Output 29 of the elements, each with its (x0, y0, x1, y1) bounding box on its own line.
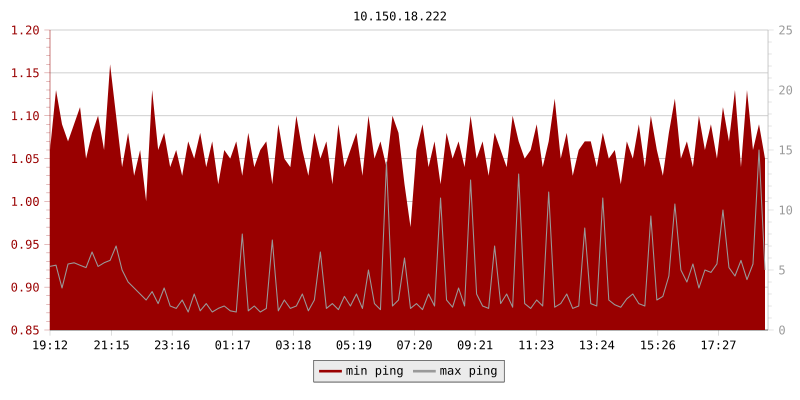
x-tick-label: 19:12 (33, 340, 68, 350)
y-tick-label: 0.85 (11, 325, 39, 335)
y2-tick-label: 0 (779, 325, 785, 335)
x-tick-label: 17:27 (702, 340, 736, 350)
x-tick-label: 13:24 (580, 340, 614, 350)
x-tick-label: 05:19 (336, 340, 372, 350)
chart-title: 10.150.18.222 (354, 11, 446, 21)
x-tick-label: 21:15 (94, 340, 129, 350)
y-tick-label: 0.90 (11, 282, 39, 292)
legend-label: max ping (440, 366, 496, 378)
y2-tick-label: 25 (779, 25, 792, 35)
y-tick-label: 1.00 (12, 196, 39, 206)
y2-tick-label: 5 (779, 266, 785, 274)
x-tick-label: 03:18 (276, 340, 311, 350)
y-tick-label: 1.15 (12, 68, 39, 78)
x-tick-label: 07:20 (397, 340, 432, 350)
x-tick-label: 09:21 (458, 340, 492, 350)
y2-tick-label: 10 (780, 205, 792, 215)
x-tick-label: 11:23 (520, 340, 554, 350)
y-tick-label: 0.95 (11, 240, 39, 249)
y-tick-label: 1.10 (12, 111, 39, 120)
x-tick-label: 15:26 (641, 340, 676, 350)
y-tick-label: 1.20 (12, 25, 39, 35)
y-tick-label: 1.05 (12, 154, 39, 164)
y2-tick-label: 15 (780, 146, 792, 154)
y2-tick-label: 20 (779, 85, 792, 95)
x-tick-label: 01:17 (215, 340, 250, 350)
x-tick-label: 23:16 (155, 340, 190, 350)
legend-label: min ping (346, 366, 403, 378)
